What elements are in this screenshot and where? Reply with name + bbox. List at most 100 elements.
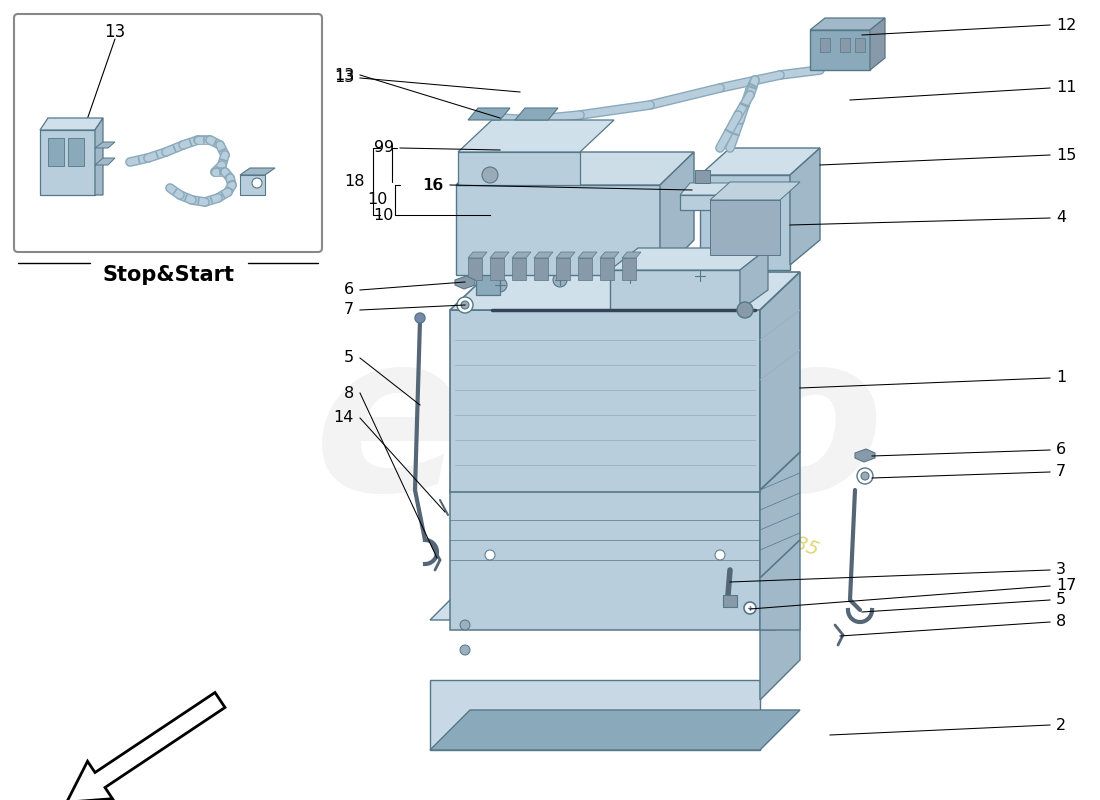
FancyBboxPatch shape [14, 14, 322, 252]
Text: 11: 11 [1056, 81, 1077, 95]
Polygon shape [578, 252, 597, 258]
Polygon shape [760, 540, 800, 630]
Polygon shape [578, 258, 592, 280]
Polygon shape [456, 185, 660, 275]
Text: 2: 2 [1056, 718, 1066, 733]
Circle shape [456, 297, 473, 313]
Text: 9: 9 [384, 141, 394, 155]
Text: euro: euro [315, 323, 886, 537]
Polygon shape [695, 170, 710, 183]
Polygon shape [810, 30, 870, 70]
Circle shape [553, 273, 566, 287]
Polygon shape [490, 252, 509, 258]
Circle shape [715, 550, 725, 560]
Bar [840, 38, 850, 52]
Polygon shape [468, 258, 482, 280]
Text: 4: 4 [1056, 210, 1066, 226]
Polygon shape [680, 195, 720, 210]
Polygon shape [40, 118, 103, 130]
Polygon shape [621, 258, 636, 280]
Circle shape [493, 278, 507, 292]
Text: 16: 16 [422, 178, 443, 193]
Circle shape [482, 167, 498, 183]
Circle shape [485, 550, 495, 560]
Circle shape [460, 620, 470, 630]
Polygon shape [700, 175, 790, 270]
Polygon shape [760, 272, 800, 490]
Polygon shape [620, 592, 721, 610]
Polygon shape [490, 577, 565, 595]
Circle shape [857, 468, 873, 484]
Bar [820, 38, 830, 52]
Text: 16: 16 [424, 178, 444, 193]
Circle shape [415, 313, 425, 323]
Text: 18: 18 [344, 174, 365, 190]
Text: 13: 13 [333, 67, 354, 82]
Polygon shape [430, 710, 800, 750]
Text: 15: 15 [1056, 147, 1077, 162]
Polygon shape [855, 449, 875, 462]
FancyArrow shape [67, 693, 225, 800]
Polygon shape [450, 490, 760, 630]
Polygon shape [40, 130, 95, 195]
Polygon shape [660, 152, 694, 275]
Circle shape [460, 645, 470, 655]
Polygon shape [610, 248, 768, 270]
Polygon shape [450, 452, 800, 490]
Circle shape [861, 472, 869, 480]
Text: Stop&Start: Stop&Start [102, 265, 234, 285]
Circle shape [623, 271, 637, 285]
Polygon shape [455, 276, 475, 289]
Text: 6: 6 [344, 282, 354, 298]
Polygon shape [476, 272, 501, 295]
Text: 12: 12 [1056, 18, 1077, 33]
Polygon shape [700, 148, 820, 175]
Text: 14: 14 [333, 410, 354, 426]
Polygon shape [490, 258, 504, 280]
Polygon shape [790, 148, 820, 265]
Text: 13: 13 [104, 23, 125, 41]
Bar [855, 38, 865, 52]
Polygon shape [621, 252, 641, 258]
Text: 13: 13 [333, 70, 354, 86]
Polygon shape [723, 595, 737, 607]
Bar [48, 138, 64, 166]
Polygon shape [870, 18, 886, 70]
Polygon shape [760, 616, 790, 630]
Polygon shape [240, 175, 265, 195]
Text: 1: 1 [1056, 370, 1066, 386]
Polygon shape [760, 580, 800, 700]
Polygon shape [610, 270, 740, 310]
Polygon shape [600, 258, 614, 280]
Text: 7: 7 [1056, 465, 1066, 479]
Polygon shape [240, 168, 275, 175]
Polygon shape [680, 183, 730, 195]
Polygon shape [456, 152, 694, 185]
Polygon shape [476, 263, 510, 272]
Circle shape [737, 302, 754, 318]
Text: 9: 9 [374, 141, 384, 155]
Circle shape [693, 269, 707, 283]
Text: a passion for parts since 1985: a passion for parts since 1985 [538, 441, 822, 559]
Circle shape [252, 178, 262, 188]
Polygon shape [556, 252, 575, 258]
Polygon shape [534, 252, 553, 258]
Polygon shape [468, 108, 510, 120]
Polygon shape [710, 182, 800, 200]
Polygon shape [430, 580, 800, 620]
Text: 10: 10 [367, 193, 388, 207]
Polygon shape [580, 577, 650, 595]
Polygon shape [666, 582, 735, 600]
Text: 6: 6 [1056, 442, 1066, 458]
Text: 8: 8 [1056, 614, 1066, 630]
Polygon shape [740, 248, 768, 310]
Polygon shape [458, 120, 614, 152]
Polygon shape [512, 258, 526, 280]
Text: 8: 8 [343, 386, 354, 401]
Polygon shape [600, 252, 619, 258]
Polygon shape [458, 152, 580, 185]
Polygon shape [515, 108, 558, 120]
Polygon shape [450, 310, 760, 492]
Polygon shape [810, 18, 886, 30]
Text: 17: 17 [1056, 578, 1077, 594]
